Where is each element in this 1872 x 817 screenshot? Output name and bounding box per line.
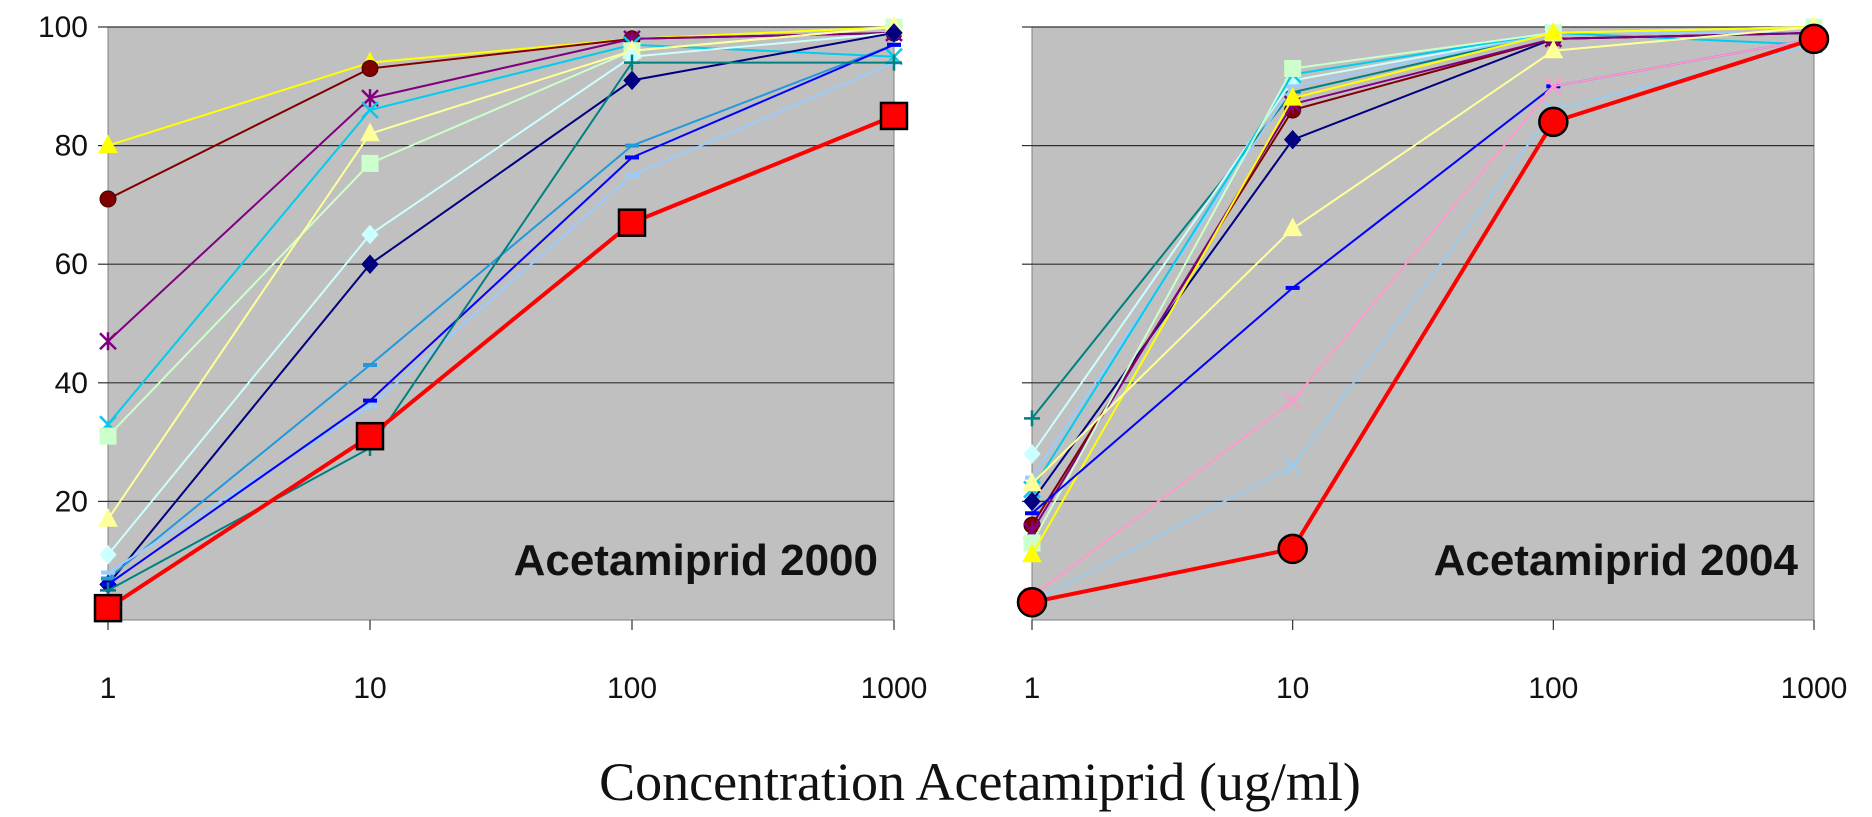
series-13	[1016, 23, 1830, 618]
data-point	[99, 427, 117, 445]
data-point	[101, 570, 115, 575]
data-point	[98, 134, 118, 154]
series-line	[107, 61, 894, 592]
x-tick-label: 10	[353, 672, 386, 705]
data-point	[1543, 39, 1564, 59]
data-point	[887, 42, 901, 47]
series-line	[1031, 31, 1815, 532]
chart-panel-2000: 20 40 60 80 100 1 10 100 1000 Acetamiprid 2000	[38, 11, 927, 705]
data-point	[1024, 410, 1040, 427]
data-point	[625, 155, 639, 160]
data-point	[1282, 217, 1303, 237]
plot-area	[1031, 26, 1815, 621]
series-line	[1031, 36, 1815, 605]
data-point	[879, 101, 909, 131]
data-point	[1022, 543, 1042, 563]
y-tick-label: 20	[55, 485, 88, 518]
x-axis-label: Concentration Acetamiprid (ug/ml)	[599, 752, 1361, 812]
data-point	[1283, 456, 1302, 475]
data-point	[1022, 472, 1042, 492]
y-tick-label: 100	[38, 11, 88, 44]
data-point	[625, 173, 639, 178]
series-line	[107, 31, 895, 586]
data-point	[99, 332, 117, 351]
data-point	[623, 70, 641, 91]
series-line	[107, 31, 895, 343]
data-point	[363, 398, 377, 403]
y-tick-label: 40	[55, 367, 88, 400]
data-point	[98, 508, 118, 527]
series-line	[107, 31, 895, 556]
data-point	[885, 23, 903, 43]
x-tick-label: 1	[1024, 672, 1041, 705]
data-point	[355, 421, 385, 451]
x-tick-label: 100	[607, 672, 657, 705]
data-point	[617, 208, 647, 237]
data-point	[361, 254, 379, 274]
data-point	[99, 545, 117, 565]
data-point	[93, 593, 123, 623]
panel-title: Acetamiprid 2004	[1434, 536, 1799, 585]
series-12	[93, 101, 909, 623]
series-line	[1031, 43, 1815, 604]
data-point	[363, 363, 377, 368]
x-tick-label: 1000	[861, 672, 928, 705]
data-point	[1283, 129, 1302, 150]
series-line	[107, 26, 895, 520]
data-point	[361, 224, 379, 245]
series-line	[106, 114, 895, 610]
series-line	[107, 26, 895, 147]
data-point	[886, 54, 902, 71]
data-point	[1285, 84, 1300, 89]
data-point	[1798, 23, 1830, 55]
x-tick-label: 1000	[1781, 672, 1848, 705]
data-point	[361, 60, 379, 78]
data-point	[361, 154, 379, 172]
series-line	[1031, 37, 1815, 598]
data-point	[1285, 285, 1300, 290]
data-point	[1544, 77, 1563, 96]
data-point	[360, 122, 380, 142]
y-tick-label: 80	[55, 130, 88, 163]
data-point	[101, 576, 115, 581]
data-point	[1277, 533, 1308, 565]
data-point	[625, 143, 639, 148]
panel-title: Acetamiprid 2000	[514, 536, 878, 585]
data-point	[1538, 106, 1569, 138]
data-point	[624, 54, 640, 71]
series-line	[107, 43, 895, 586]
data-point	[1282, 87, 1303, 106]
series-line	[1031, 26, 1815, 485]
data-point	[1023, 444, 1041, 464]
data-point	[99, 190, 117, 208]
x-tick-label: 1	[100, 672, 117, 705]
data-point	[361, 101, 379, 119]
series-line	[1031, 26, 1815, 556]
data-point	[1025, 511, 1039, 516]
data-point	[1284, 60, 1302, 78]
series-line	[107, 43, 895, 425]
data-point	[363, 404, 377, 409]
y-tick-label: 60	[55, 248, 88, 281]
series-line	[107, 61, 895, 574]
x-tick-label: 10	[1276, 672, 1309, 705]
data-point	[1283, 391, 1302, 410]
x-tick-label: 100	[1528, 672, 1578, 705]
data-point	[1016, 586, 1048, 618]
data-point	[1023, 491, 1041, 512]
chart-panel-2004: 1 10 100 1000 Acetamiprid 2004	[1016, 15, 1848, 705]
